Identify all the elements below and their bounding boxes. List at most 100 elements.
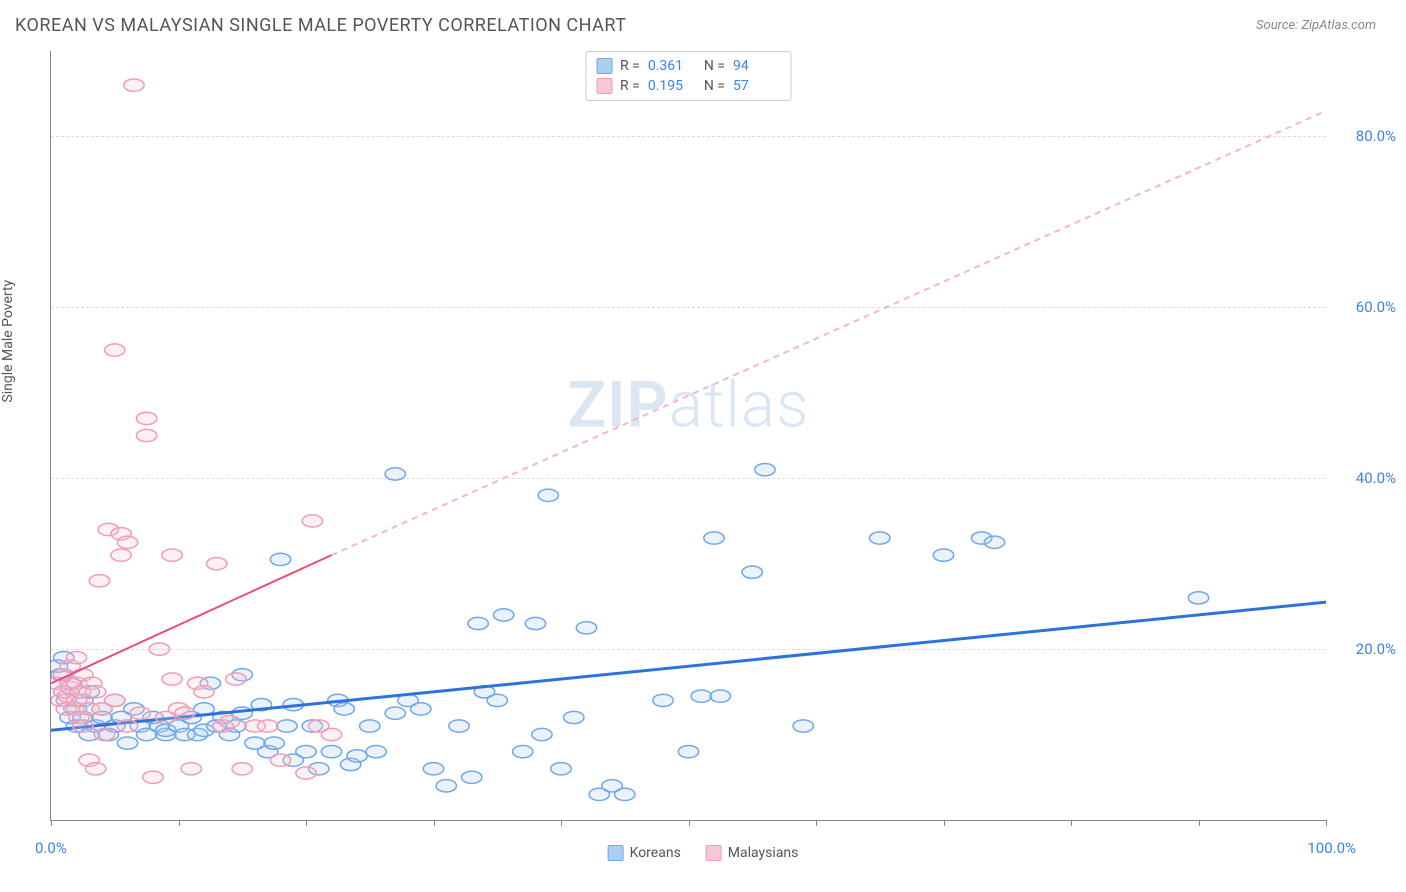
stat-r-label: R = xyxy=(620,58,640,74)
stat-n-label: N = xyxy=(704,78,725,94)
chart-wrapper: Single Male Poverty R = 0.361 N = 94 R =… xyxy=(0,41,1406,871)
x-tick xyxy=(816,820,817,826)
data-point xyxy=(162,673,182,685)
data-point xyxy=(691,690,711,702)
data-point xyxy=(162,549,182,561)
y-tick-label: 40.0% xyxy=(1356,469,1396,487)
data-point xyxy=(264,737,284,749)
stat-n-label: N = xyxy=(704,58,725,74)
data-point xyxy=(321,745,341,757)
data-point xyxy=(111,549,131,561)
data-point xyxy=(181,763,201,775)
data-point xyxy=(296,745,316,757)
data-point xyxy=(73,720,93,732)
stat-r-label: R = xyxy=(620,78,640,94)
data-point xyxy=(66,652,86,664)
x-axis-min-label: 0.0% xyxy=(35,839,67,857)
trend-line xyxy=(51,555,332,683)
legend-label: Malaysians xyxy=(728,845,799,861)
data-point xyxy=(423,763,443,775)
y-axis-label: Single Male Poverty xyxy=(0,280,16,403)
stat-r-value: 0.195 xyxy=(648,78,696,94)
legend-item: Koreans xyxy=(608,845,681,861)
data-point xyxy=(436,780,456,792)
data-point xyxy=(576,622,596,634)
data-point xyxy=(207,558,227,570)
data-point xyxy=(226,673,246,685)
legend-item: Malaysians xyxy=(706,845,799,861)
scatter-svg xyxy=(51,51,1326,820)
data-point xyxy=(513,745,533,757)
data-point xyxy=(117,536,137,548)
data-point xyxy=(468,617,488,629)
correlation-legend-row: R = 0.195 N = 57 xyxy=(596,76,781,96)
series-legend: Koreans Malaysians xyxy=(608,845,799,861)
data-point xyxy=(334,703,354,715)
legend-swatch xyxy=(706,845,722,861)
data-point xyxy=(270,553,290,565)
data-point xyxy=(411,703,431,715)
data-point xyxy=(493,609,513,621)
data-point xyxy=(85,686,105,698)
chart-title: KOREAN VS MALAYSIAN SINGLE MALE POVERTY … xyxy=(15,15,627,36)
plot-area: R = 0.361 N = 94 R = 0.195 N = 57 ZIPatl… xyxy=(50,51,1326,821)
data-point xyxy=(175,707,195,719)
trend-line xyxy=(51,602,1326,730)
data-point xyxy=(124,79,144,91)
data-point xyxy=(710,690,730,702)
x-tick xyxy=(306,820,307,826)
data-point xyxy=(105,344,125,356)
data-point xyxy=(117,737,137,749)
data-point xyxy=(462,771,482,783)
stat-n-value: 94 xyxy=(733,58,781,74)
data-point xyxy=(755,464,775,476)
data-point xyxy=(742,566,762,578)
data-point xyxy=(136,429,156,441)
y-tick-label: 20.0% xyxy=(1356,640,1396,658)
data-point xyxy=(653,694,673,706)
x-tick xyxy=(689,820,690,826)
data-point xyxy=(1188,592,1208,604)
data-point xyxy=(296,767,316,779)
data-point xyxy=(385,707,405,719)
data-point xyxy=(143,771,163,783)
data-point xyxy=(219,716,239,728)
x-tick xyxy=(1071,820,1072,826)
data-point xyxy=(89,575,109,587)
data-point xyxy=(933,549,953,561)
data-point xyxy=(366,745,386,757)
legend-swatch xyxy=(608,845,624,861)
data-point xyxy=(85,763,105,775)
y-tick-label: 60.0% xyxy=(1356,298,1396,316)
data-point xyxy=(984,536,1004,548)
data-point xyxy=(194,686,214,698)
data-point xyxy=(94,728,114,740)
chart-header: KOREAN VS MALAYSIAN SINGLE MALE POVERTY … xyxy=(0,0,1406,41)
data-point xyxy=(130,707,150,719)
data-point xyxy=(321,728,341,740)
x-tick xyxy=(179,820,180,826)
trend-line-dashed xyxy=(332,111,1327,555)
data-point xyxy=(538,489,558,501)
x-tick xyxy=(434,820,435,826)
data-point xyxy=(449,720,469,732)
data-point xyxy=(870,532,890,544)
stat-n-value: 57 xyxy=(733,78,781,94)
x-tick xyxy=(1199,820,1200,826)
data-point xyxy=(277,720,297,732)
data-point xyxy=(532,728,552,740)
legend-swatch xyxy=(596,78,612,94)
data-point xyxy=(525,617,545,629)
data-point xyxy=(360,720,380,732)
data-point xyxy=(704,532,724,544)
x-tick xyxy=(1326,820,1327,826)
correlation-legend-row: R = 0.361 N = 94 xyxy=(596,56,781,76)
data-point xyxy=(551,763,571,775)
data-point xyxy=(385,468,405,480)
data-point xyxy=(564,711,584,723)
source-attribution: Source: ZipAtlas.com xyxy=(1256,18,1376,33)
data-point xyxy=(136,412,156,424)
x-tick xyxy=(944,820,945,826)
data-point xyxy=(117,720,137,732)
data-point xyxy=(678,745,698,757)
